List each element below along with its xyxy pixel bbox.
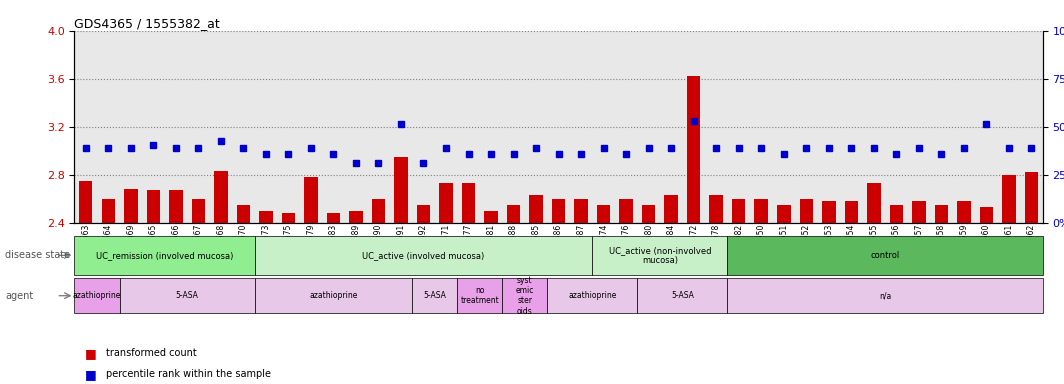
Bar: [845, 201, 858, 223]
Bar: [79, 181, 93, 223]
Bar: [1002, 175, 1016, 223]
Bar: [349, 211, 363, 223]
FancyBboxPatch shape: [254, 278, 412, 313]
Bar: [754, 199, 768, 223]
Bar: [417, 205, 430, 223]
Bar: [260, 211, 272, 223]
Text: syst
emic
ster
oids: syst emic ster oids: [516, 276, 534, 316]
Text: UC_active (non-involved
mucosa): UC_active (non-involved mucosa): [609, 246, 711, 265]
Bar: [890, 205, 903, 223]
Text: UC_active (involved mucosa): UC_active (involved mucosa): [363, 251, 484, 260]
FancyBboxPatch shape: [74, 236, 254, 275]
Bar: [236, 205, 250, 223]
Text: percentile rank within the sample: percentile rank within the sample: [106, 369, 271, 379]
FancyBboxPatch shape: [119, 278, 254, 313]
Bar: [484, 211, 498, 223]
Text: transformed count: transformed count: [106, 348, 197, 358]
Bar: [597, 205, 611, 223]
Text: control: control: [870, 251, 900, 260]
Bar: [124, 189, 137, 223]
Text: UC_remission (involved mucosa): UC_remission (involved mucosa): [96, 251, 233, 260]
Bar: [439, 183, 453, 223]
Text: 5-ASA: 5-ASA: [176, 291, 199, 300]
Bar: [327, 213, 340, 223]
Bar: [462, 183, 476, 223]
Bar: [799, 199, 813, 223]
Bar: [777, 205, 791, 223]
Text: 5-ASA: 5-ASA: [671, 291, 694, 300]
Bar: [101, 199, 115, 223]
Bar: [147, 190, 160, 223]
Bar: [642, 205, 655, 223]
FancyBboxPatch shape: [637, 278, 728, 313]
Bar: [822, 201, 835, 223]
Bar: [304, 177, 318, 223]
Text: ■: ■: [85, 347, 97, 360]
FancyBboxPatch shape: [412, 278, 458, 313]
FancyBboxPatch shape: [547, 278, 637, 313]
FancyBboxPatch shape: [254, 236, 593, 275]
Bar: [575, 199, 588, 223]
FancyBboxPatch shape: [728, 278, 1043, 313]
Bar: [912, 201, 926, 223]
Bar: [552, 199, 565, 223]
FancyBboxPatch shape: [458, 278, 502, 313]
Bar: [958, 201, 970, 223]
Bar: [710, 195, 722, 223]
FancyBboxPatch shape: [593, 236, 728, 275]
Bar: [371, 199, 385, 223]
Bar: [1025, 172, 1038, 223]
Text: ■: ■: [85, 368, 97, 381]
Text: azathioprine: azathioprine: [568, 291, 616, 300]
Bar: [169, 190, 183, 223]
FancyBboxPatch shape: [502, 278, 547, 313]
Bar: [529, 195, 543, 223]
Text: n/a: n/a: [879, 291, 892, 300]
Bar: [934, 205, 948, 223]
Text: disease state: disease state: [5, 250, 70, 260]
FancyBboxPatch shape: [728, 236, 1043, 275]
Bar: [732, 199, 746, 223]
Bar: [395, 157, 408, 223]
Bar: [282, 213, 295, 223]
Text: no
treatment: no treatment: [461, 286, 499, 305]
FancyBboxPatch shape: [74, 278, 119, 313]
Text: 5-ASA: 5-ASA: [423, 291, 446, 300]
Bar: [980, 207, 993, 223]
Bar: [687, 76, 700, 223]
Bar: [506, 205, 520, 223]
Bar: [192, 199, 205, 223]
Bar: [619, 199, 633, 223]
Text: GDS4365 / 1555382_at: GDS4365 / 1555382_at: [74, 17, 220, 30]
Text: agent: agent: [5, 291, 34, 301]
Bar: [867, 183, 881, 223]
Text: azathioprine: azathioprine: [310, 291, 358, 300]
Text: azathioprine: azathioprine: [72, 291, 121, 300]
Bar: [664, 195, 678, 223]
Bar: [214, 171, 228, 223]
